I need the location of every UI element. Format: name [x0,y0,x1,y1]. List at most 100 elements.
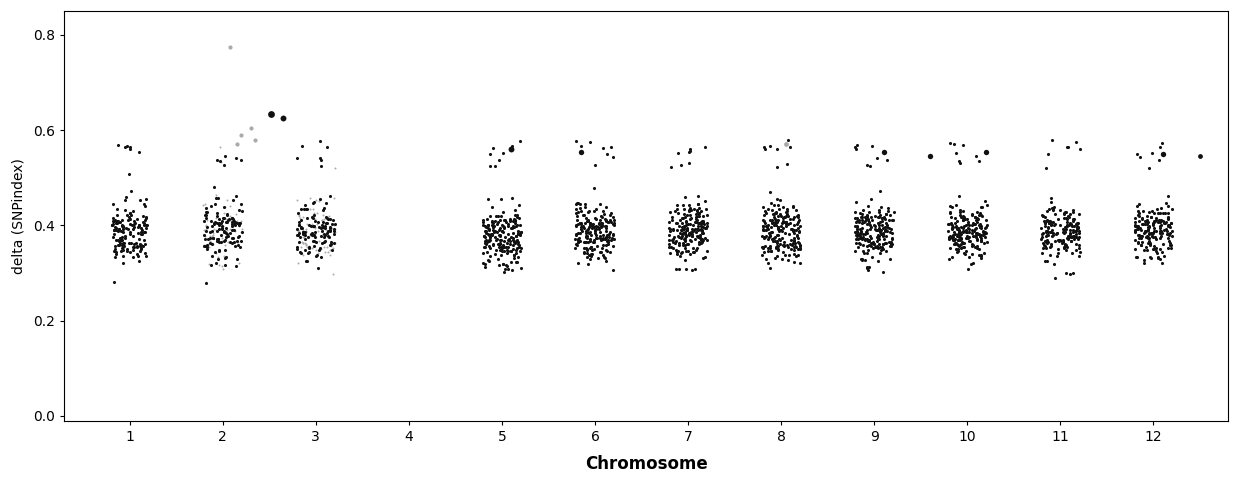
Point [133,242,152,250]
Point [1157,234,1177,242]
Point [852,257,872,264]
Point [216,261,235,269]
Point [959,226,979,233]
Point [676,232,696,240]
Point [855,236,875,243]
Point [944,228,964,236]
Point [195,242,214,250]
Point [945,239,965,247]
Point [752,243,772,251]
Point [673,230,693,238]
Point [579,223,598,230]
Point [1053,210,1073,218]
Point [675,237,695,245]
Point [1152,248,1172,256]
Point [494,243,514,251]
Point [1059,221,1079,229]
Point [206,259,225,267]
Point [880,238,900,245]
Point [1064,232,1084,240]
Point [1127,231,1147,239]
Point [218,232,238,240]
Point [691,227,711,235]
Point [771,236,790,243]
Point [850,209,870,217]
Point [130,245,150,253]
Point [229,222,249,229]
Point [758,235,778,242]
Point [221,216,240,224]
Point [670,162,690,169]
Point [1139,218,1158,226]
Point [679,229,699,237]
Point [1136,220,1156,227]
Point [195,232,214,240]
Point [240,124,260,132]
Point [110,218,130,226]
Point [580,219,600,227]
Point [876,226,896,233]
Point [761,199,781,207]
Point [130,247,150,255]
Point [672,226,691,234]
Point [497,249,517,257]
Point [317,243,337,251]
Point [202,239,222,247]
Point [311,253,331,261]
Point [776,218,795,226]
Point [498,240,518,247]
Point [1035,219,1054,227]
Point [768,223,788,230]
Point [479,231,499,239]
Point [502,145,522,153]
Point [676,226,696,234]
Point [1041,198,1061,206]
Point [968,214,987,222]
Point [321,238,341,245]
Point [882,235,902,242]
Point [581,243,601,251]
Point [209,225,229,233]
Point [601,218,621,226]
Point [1056,209,1075,216]
Point [674,206,694,213]
Point [136,221,156,228]
Point [846,232,866,240]
Point [1058,235,1078,243]
Point [1037,239,1057,247]
Point [963,241,983,248]
Point [196,200,216,208]
Point [1132,232,1152,240]
Point [779,251,799,258]
Point [197,208,217,215]
Point [590,219,610,227]
Point [510,228,530,236]
Point [321,242,341,250]
Point [134,228,154,236]
Point [871,204,891,212]
Point [217,226,237,234]
Point [686,246,706,254]
Point [313,215,333,223]
Point [857,161,877,169]
Point [1161,244,1181,252]
Point [596,222,616,230]
Point [475,227,494,235]
Point [584,239,603,246]
Point [507,213,527,221]
Point [881,238,901,245]
Point [773,248,793,256]
Point [209,261,229,269]
Point [104,216,124,224]
Point [665,266,685,273]
Point [304,237,323,245]
Point [763,210,783,217]
Point [949,227,969,235]
Point [867,233,887,241]
Point [870,221,890,229]
Point [211,158,230,166]
Point [672,248,691,256]
Point [493,268,513,275]
Point [756,256,776,263]
Point [602,234,622,242]
